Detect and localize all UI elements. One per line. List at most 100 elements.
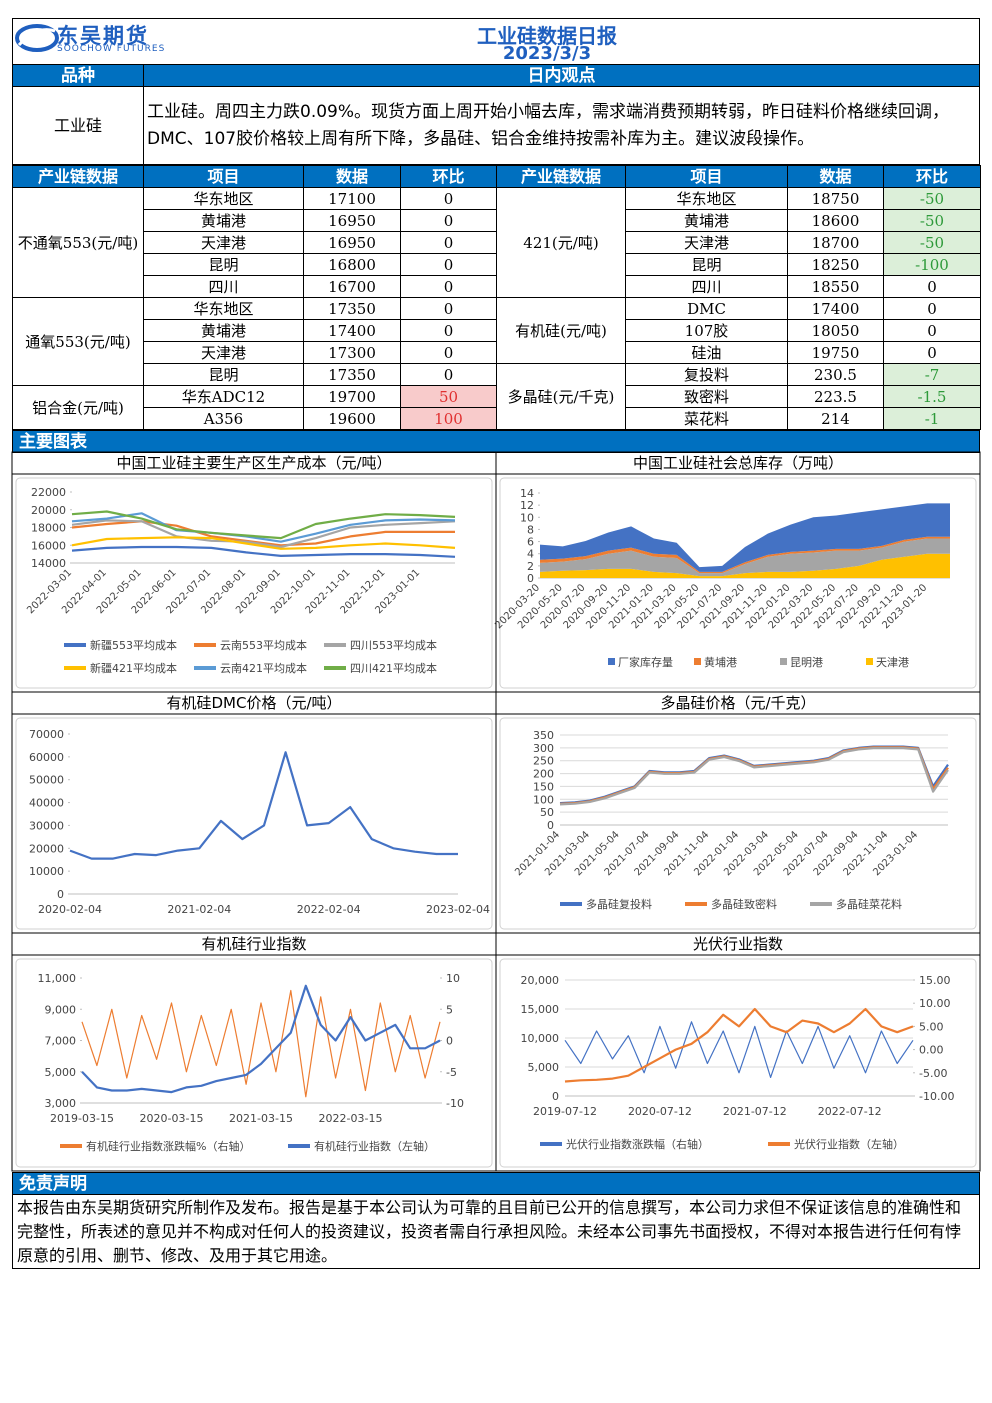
x-tick-label: 2022-02-04	[297, 903, 361, 916]
data-row: A356 19600 100 菜花料 214 -1	[13, 407, 981, 430]
value: 17300	[303, 341, 401, 364]
y-tick-label: -10.00	[919, 1090, 954, 1103]
item: A356	[143, 407, 304, 430]
y-tick-label: 0.00	[919, 1044, 944, 1057]
group-name: 421(元/吨)	[496, 187, 626, 298]
report-title: 工业硅数据日报	[477, 24, 617, 48]
y-tick-label: -5.00	[919, 1067, 947, 1080]
line	[559, 746, 949, 805]
y-tick-label: 40000	[29, 797, 64, 810]
y-tick-label: 20000	[31, 504, 66, 517]
legend-label: 黄埔港	[704, 655, 737, 669]
change: -7	[883, 363, 981, 386]
legend-swatch	[608, 658, 615, 665]
column-header: 环比	[400, 165, 497, 188]
line	[81, 989, 441, 1098]
y-tick-label: 0	[552, 1090, 559, 1103]
x-tick-label: 2019-07-12	[533, 1105, 597, 1118]
y-tick-label: 0	[446, 1035, 453, 1048]
legend-label: 新疆553平均成本	[90, 638, 177, 652]
legend-label: 有机硅行业指数涨跌幅%（右轴）	[86, 1139, 250, 1153]
view-text: 工业硅。周四主力跌0.09%。现货方面上周开始小幅去库，需求端消费预期转弱，昨日…	[143, 86, 980, 165]
chart-frame	[15, 958, 493, 1168]
x-tick-label: 2022-07-12	[818, 1105, 882, 1118]
y-tick-label: 5.00	[919, 1020, 944, 1033]
legend-label: 光伏行业指数（左轴）	[794, 1137, 904, 1151]
line	[71, 519, 456, 549]
y-tick-label: 7,000	[45, 1035, 77, 1048]
change: -50	[883, 231, 981, 254]
chart-title: 有机硅行业指数	[201, 935, 306, 953]
value: 214	[787, 407, 884, 430]
column-header: 项目	[625, 165, 788, 188]
y-tick-label: 5,000	[45, 1066, 77, 1079]
change: 100	[400, 407, 497, 430]
y-tick-label: 16000	[31, 539, 66, 552]
column-header: 数据	[787, 165, 884, 188]
legend-label: 多晶硅复投料	[586, 897, 652, 911]
panel	[11, 691, 497, 934]
legend-label: 昆明港	[790, 656, 823, 669]
value: 18550	[787, 275, 884, 298]
y-tick-label: 14	[520, 487, 534, 500]
legend-swatch	[866, 658, 873, 665]
y-tick-label: 60000	[29, 751, 64, 764]
line	[71, 512, 456, 543]
y-tick-label: 15.00	[919, 974, 951, 987]
y-tick-label: 4	[527, 548, 534, 561]
change: 50	[400, 385, 497, 408]
y-tick-label: 150	[533, 780, 554, 793]
y-tick-label: 70000	[29, 728, 64, 741]
column-header: 产业链数据	[496, 165, 626, 188]
x-tick-label: 2020-02-04	[38, 903, 102, 916]
y-tick-label: 0	[527, 572, 534, 585]
item: 菜花料	[625, 407, 788, 430]
chart-title: 光伏行业指数	[693, 935, 783, 953]
chart-title: 有机硅DMC价格（元/吨）	[166, 694, 341, 712]
chart-frame	[499, 717, 977, 930]
x-tick-label: 2021-07-12	[723, 1105, 787, 1118]
data-row: 不通氧553(元/吨) 华东地区 17100 0 421(元/吨) 华东地区 18750 -5…	[12, 187, 981, 298]
y-tick-label: 11,000	[38, 972, 77, 985]
item: 华东地区	[625, 187, 788, 210]
legend-swatch	[780, 658, 787, 665]
column-header: 项目	[143, 165, 304, 188]
y-tick-label: 15,000	[521, 1003, 560, 1016]
line	[564, 1021, 914, 1078]
value: 18050	[787, 319, 884, 342]
chart-frame	[499, 477, 977, 689]
chart-frame	[15, 717, 493, 930]
chart-frame	[499, 958, 977, 1168]
item: 昆明	[143, 253, 304, 276]
item: 华东地区	[143, 297, 304, 320]
header-row: 产业链数据 项目 数据 环比 产业链数据 项目 数据 环比	[12, 165, 981, 188]
legend-label: 多晶硅菜花料	[836, 897, 902, 911]
line	[69, 751, 458, 860]
logo-mark	[15, 24, 59, 52]
y-tick-label: 30000	[29, 819, 64, 832]
x-tick-label: 2019-03-15	[50, 1112, 114, 1125]
area	[540, 536, 950, 574]
line	[81, 984, 441, 1094]
y-tick-label: 22000	[31, 486, 66, 499]
value: 16950	[303, 209, 401, 232]
legend-label: 多晶硅致密料	[711, 897, 777, 911]
value: 16700	[303, 275, 401, 298]
legend-label: 有机硅行业指数（左轴）	[314, 1139, 435, 1153]
legend-label: 云南421平均成本	[220, 661, 307, 675]
logo-en: SOOCHOW FUTURES	[57, 44, 166, 54]
x-tick-label: 2023-02-04	[426, 903, 490, 916]
y-tick-label: 10	[446, 972, 460, 985]
y-tick-label: 2	[527, 560, 534, 573]
legend-label: 四川421平均成本	[350, 661, 437, 675]
value: 19600	[303, 407, 401, 430]
x-tick-label: 2021-02-04	[167, 903, 231, 916]
y-tick-label: 12	[520, 499, 534, 512]
change: -1	[883, 407, 981, 430]
panel	[11, 451, 497, 693]
line	[71, 510, 456, 540]
x-tick-label: 2020-03-15	[140, 1112, 204, 1125]
group-name: 不通氧553(元/吨)	[12, 187, 144, 298]
data-row: 通氧553(元/吨) 华东地区 17350 0 有机硅(元/吨) DMC 17400 0	[12, 297, 981, 386]
